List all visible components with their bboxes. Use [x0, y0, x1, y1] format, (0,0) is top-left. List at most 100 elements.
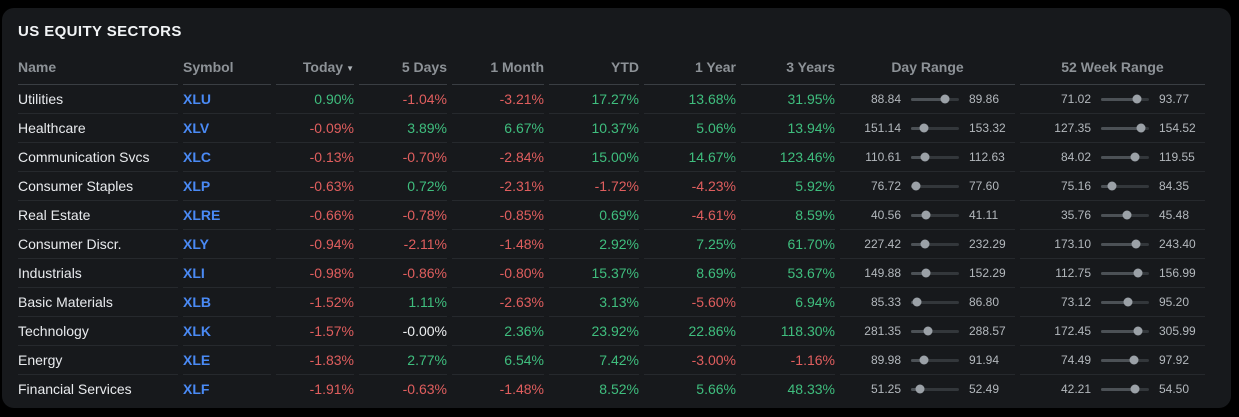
cell-week52_range: 84.02 119.55 [1020, 143, 1205, 172]
cell-ytd-change: 7.42% [549, 346, 639, 375]
symbol-link-xlu[interactable]: XLU [183, 91, 211, 107]
cell-d5-change: -0.00% [359, 317, 447, 346]
cell-y1-change: -4.61% [644, 201, 736, 230]
range-high-value: 152.29 [969, 266, 1006, 280]
cell-d5-change: -2.11% [359, 230, 447, 259]
cell-y1-change: -3.00% [644, 346, 736, 375]
day-range-slider [911, 355, 959, 365]
slider-thumb [919, 123, 929, 133]
slider-fill [911, 329, 928, 333]
sector-name: Technology [18, 317, 178, 346]
range-high-value: 45.48 [1159, 208, 1190, 222]
column-header-d5[interactable]: 5 Days [359, 49, 447, 85]
symbol-link-xlp[interactable]: XLP [183, 178, 211, 194]
symbol-link-xlc[interactable]: XLC [183, 149, 211, 165]
column-header-y3[interactable]: 3 Years [741, 49, 835, 85]
cell-symbol: XLB [183, 288, 271, 317]
cell-ytd-change: 15.00% [549, 143, 639, 172]
column-header-name[interactable]: Name [18, 49, 178, 85]
range-low-value: 74.49 [1060, 353, 1091, 367]
52-week-range-slider [1101, 355, 1149, 365]
symbol-link-xlv[interactable]: XLV [183, 120, 210, 136]
slider-thumb [920, 152, 930, 162]
cell-m1-change: -0.85% [452, 201, 544, 230]
symbol-link-xli[interactable]: XLI [183, 265, 205, 281]
day-range-slider [911, 152, 959, 162]
sector-row-xli: Industrials XLI -0.98% -0.86% -0.80% 15.37% 8.… [18, 259, 1205, 288]
column-header-y1[interactable]: 1 Year [644, 49, 736, 85]
panel-title: US EQUITY SECTORS [18, 23, 182, 40]
cell-m1-change: -0.80% [452, 259, 544, 288]
cell-ytd-change: 0.69% [549, 201, 639, 230]
52-week-range-slider [1101, 384, 1149, 394]
cell-y1-change: 22.86% [644, 317, 736, 346]
cell-day_range: 40.56 41.11 [840, 201, 1015, 230]
column-header-day_range[interactable]: Day Range [840, 49, 1015, 85]
symbol-link-xlre[interactable]: XLRE [183, 207, 221, 223]
range-high-value: 288.57 [969, 324, 1006, 338]
day-range-slider [911, 384, 959, 394]
cell-symbol: XLY [183, 230, 271, 259]
range-low-value: 281.35 [864, 324, 901, 338]
symbol-link-xlb[interactable]: XLB [183, 294, 211, 310]
column-header-label: YTD [611, 58, 639, 75]
52-week-range-slider [1101, 210, 1149, 220]
slider-fill [1101, 242, 1136, 246]
range-high-value: 153.32 [969, 121, 1006, 135]
slider-fill [1101, 184, 1112, 188]
slider-thumb [911, 181, 921, 191]
range-high-value: 91.94 [969, 353, 1000, 367]
range-low-value: 110.61 [865, 150, 901, 164]
sector-name: Real Estate [18, 201, 178, 230]
cell-m1-change: 6.54% [452, 346, 544, 375]
column-header-symbol[interactable]: Symbol [183, 49, 271, 85]
52-week-range-slider [1101, 181, 1149, 191]
cell-week52_range: 172.45 305.99 [1020, 317, 1205, 346]
column-header-label: Symbol [183, 58, 234, 75]
cell-today-change: -0.94% [276, 230, 354, 259]
range-high-value: 305.99 [1159, 324, 1196, 338]
sector-name: Consumer Staples [18, 172, 178, 201]
cell-d5-change: 2.77% [359, 346, 447, 375]
sector-name: Basic Materials [18, 288, 178, 317]
slider-fill [911, 242, 925, 246]
symbol-link-xlf[interactable]: XLF [183, 381, 210, 397]
range-low-value: 76.72 [870, 179, 901, 193]
range-high-value: 84.35 [1159, 179, 1190, 193]
day-range-slider [911, 210, 959, 220]
table-header: Name Symbol Today ▼ 5 Days 1 Month YTD 1 Year 3 … [18, 49, 1205, 85]
cell-day_range: 89.98 91.94 [840, 346, 1015, 375]
slider-fill [911, 126, 925, 130]
cell-today-change: -1.83% [276, 346, 354, 375]
cell-symbol: XLI [183, 259, 271, 288]
cell-ytd-change: 8.52% [599, 381, 639, 397]
sector-row-xly: Consumer Discr. XLY -0.94% -2.11% -1.48% 2.92… [18, 230, 1205, 259]
range-high-value: 95.20 [1159, 295, 1190, 309]
range-low-value: 88.84 [870, 92, 901, 106]
column-header-week52_range[interactable]: 52 Week Range [1020, 49, 1205, 85]
slider-thumb [921, 210, 931, 220]
slider-fill [911, 97, 945, 101]
slider-thumb [1131, 239, 1141, 249]
slider-fill [911, 387, 921, 391]
cell-y3-change: 118.30% [741, 317, 835, 346]
column-header-ytd[interactable]: YTD [549, 49, 639, 85]
column-header-m1[interactable]: 1 Month [452, 49, 544, 85]
slider-thumb [923, 326, 933, 336]
column-header-today[interactable]: Today ▼ [276, 49, 354, 85]
sectors-table: Name Symbol Today ▼ 5 Days 1 Month YTD 1 Year 3 … [13, 49, 1210, 403]
range-low-value: 173.10 [1054, 237, 1091, 251]
range-low-value: 149.88 [864, 266, 901, 280]
range-high-value: 156.99 [1159, 266, 1196, 280]
slider-thumb [1133, 268, 1143, 278]
symbol-link-xlk[interactable]: XLK [183, 323, 211, 339]
symbol-link-xle[interactable]: XLE [183, 352, 211, 368]
symbol-link-xly[interactable]: XLY [183, 236, 209, 252]
52-week-range-slider [1101, 239, 1149, 249]
range-low-value: 35.76 [1060, 208, 1091, 222]
cell-day_range: 88.84 89.86 [840, 85, 1015, 114]
column-header-label: Today [302, 58, 344, 75]
range-low-value: 73.12 [1060, 295, 1091, 309]
cell-symbol: XLF [183, 375, 271, 403]
cell-week52_range: 42.21 54.50 [1020, 375, 1205, 403]
